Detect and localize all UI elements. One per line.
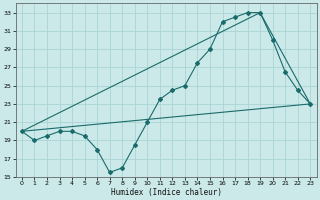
X-axis label: Humidex (Indice chaleur): Humidex (Indice chaleur): [111, 188, 221, 197]
